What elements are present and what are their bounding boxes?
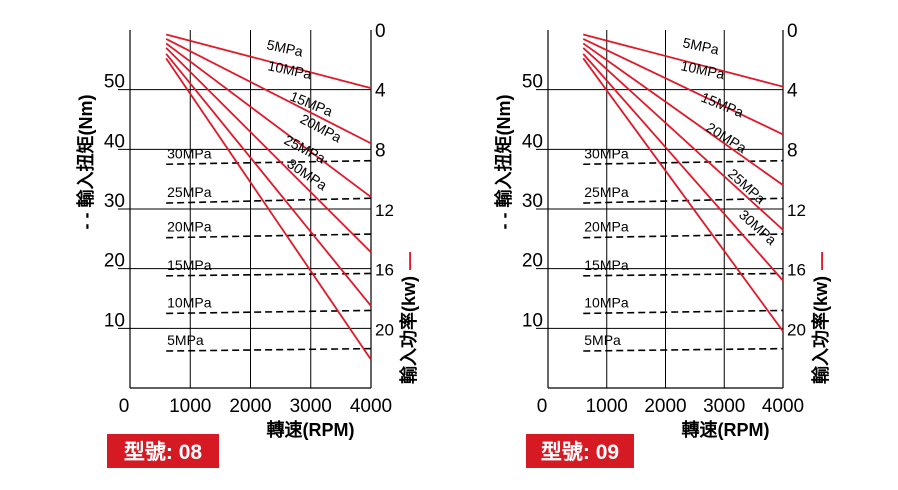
power-series-label: 5MPa	[265, 36, 304, 59]
x-tick-label: 1000	[169, 396, 211, 417]
torque-series-label: 10MPa	[584, 294, 629, 310]
x-tick-label: 2000	[644, 396, 686, 417]
right-axis-title-marker: —	[399, 252, 419, 270]
power-line-30MPa	[165, 57, 372, 361]
y-left-tick-label: 40	[522, 131, 543, 152]
y-left-tick-label: 10	[104, 310, 125, 331]
torque-series-label: 20MPa	[584, 219, 629, 235]
y-left-tick-label: 50	[522, 72, 543, 93]
torque-line-20MPa	[166, 233, 372, 239]
y-right-tick-label: 16	[787, 261, 806, 280]
left-axis-title: - - 輸入扭矩(Nm)	[493, 95, 514, 230]
right-axis-title: 輸入功率(kw) —	[810, 252, 831, 384]
torque-series-label: 25MPa	[167, 184, 212, 200]
y-right-tick-label: 0	[375, 21, 386, 42]
y-left-tick-label: 30	[522, 191, 543, 212]
y-right-tick-label: 4	[375, 81, 386, 102]
right-axis-title-marker: —	[811, 252, 831, 270]
torque-series-label: 25MPa	[584, 184, 629, 200]
y-right-tick-label: 12	[787, 201, 806, 220]
x-tick-label: 4000	[350, 396, 392, 417]
torque-series-label: 5MPa	[167, 332, 204, 348]
right-axis-title-text: 輸入功率(kw)	[398, 276, 419, 384]
torque-series-label: 20MPa	[167, 219, 212, 235]
y-left-tick-label: 30	[104, 191, 125, 212]
chart-08: 0 1000 2000 3000 4000 10 20 30 40 50 0 4 8 12 16 20 30MP…	[75, 21, 419, 468]
x-tick-label: 4000	[762, 396, 804, 417]
right-axis-title-text: 輸入功率(kw)	[810, 276, 831, 384]
power-line-15MPa	[165, 42, 372, 198]
y-right-tick-label: 16	[375, 261, 394, 280]
torque-series-label: 15MPa	[584, 257, 629, 273]
torque-line-20MPa	[583, 233, 784, 239]
x-tick-label: 3000	[290, 396, 332, 417]
model-badge-label: 型號: 08	[124, 441, 203, 464]
torque-line-5MPa	[166, 347, 372, 352]
torque-line-30MPa	[166, 159, 372, 166]
y-right-tick-label: 20	[375, 320, 394, 339]
power-series-label: 20MPa	[703, 119, 749, 156]
x-axis-title: 轉速(RPM)	[267, 419, 355, 440]
y-left-tick-label: 20	[522, 251, 543, 272]
y-left-tick-label: 50	[104, 72, 125, 93]
torque-line-10MPa	[583, 309, 784, 315]
torque-series-label: 5MPa	[584, 332, 621, 348]
chart-09: 0 1000 2000 3000 4000 10 20 30 40 50 0 4 8 12 16 20 30MP…	[493, 21, 831, 468]
torque-series-label: 15MPa	[167, 257, 212, 273]
model-badge	[526, 434, 634, 468]
power-series-label: 10MPa	[266, 57, 313, 82]
left-axis-title: - - 輸入扭矩(Nm)	[75, 95, 96, 230]
model-badge	[107, 434, 219, 468]
y-right-tick-label: 12	[375, 201, 394, 220]
y-right-tick-label: 8	[787, 140, 798, 161]
x-tick-label: 2000	[229, 396, 271, 417]
power-line-20MPa	[582, 47, 784, 231]
power-series-label: 5MPa	[681, 34, 720, 57]
right-axis-title: 輸入功率(kw) —	[398, 252, 419, 384]
y-right-tick-label: 8	[375, 140, 386, 161]
y-right-tick-label: 20	[787, 320, 806, 339]
torque-series-label: 30MPa	[167, 145, 212, 161]
x-tick-label: 1000	[586, 396, 628, 417]
y-right-tick-label: 4	[787, 81, 798, 102]
power-series-label: 30MPa	[736, 206, 780, 248]
x-tick-label: 0	[119, 396, 130, 417]
y-left-tick-label: 10	[522, 310, 543, 331]
model-badge-label: 型號: 09	[541, 441, 619, 464]
torque-line-15MPa	[583, 272, 784, 277]
power-series-label: 15MPa	[699, 89, 746, 121]
y-right-tick-label: 0	[787, 21, 798, 42]
power-line-25MPa	[582, 53, 784, 282]
x-tick-label: 0	[537, 396, 548, 417]
power-line-10MPa	[165, 38, 372, 145]
torque-line-15MPa	[166, 272, 372, 277]
torque-series-label: 10MPa	[167, 294, 212, 310]
y-left-tick-label: 20	[104, 251, 125, 272]
power-line-15MPa	[582, 42, 784, 186]
power-line-10MPa	[582, 38, 784, 136]
torque-line-5MPa	[583, 347, 784, 352]
torque-series-label: 30MPa	[584, 145, 629, 161]
power-series-label: 10MPa	[679, 57, 726, 82]
power-line-5MPa	[583, 33, 784, 88]
power-series-label: 25MPa	[725, 165, 769, 207]
torque-line-25MPa	[166, 197, 372, 204]
x-tick-label: 3000	[703, 396, 745, 417]
power-line-20MPa	[165, 47, 372, 253]
y-left-tick-label: 40	[104, 131, 125, 152]
x-axis-title: 轉速(RPM)	[682, 419, 770, 440]
power-line-5MPa	[165, 33, 372, 90]
power-line-25MPa	[165, 53, 372, 307]
power-line-30MPa	[582, 57, 784, 332]
